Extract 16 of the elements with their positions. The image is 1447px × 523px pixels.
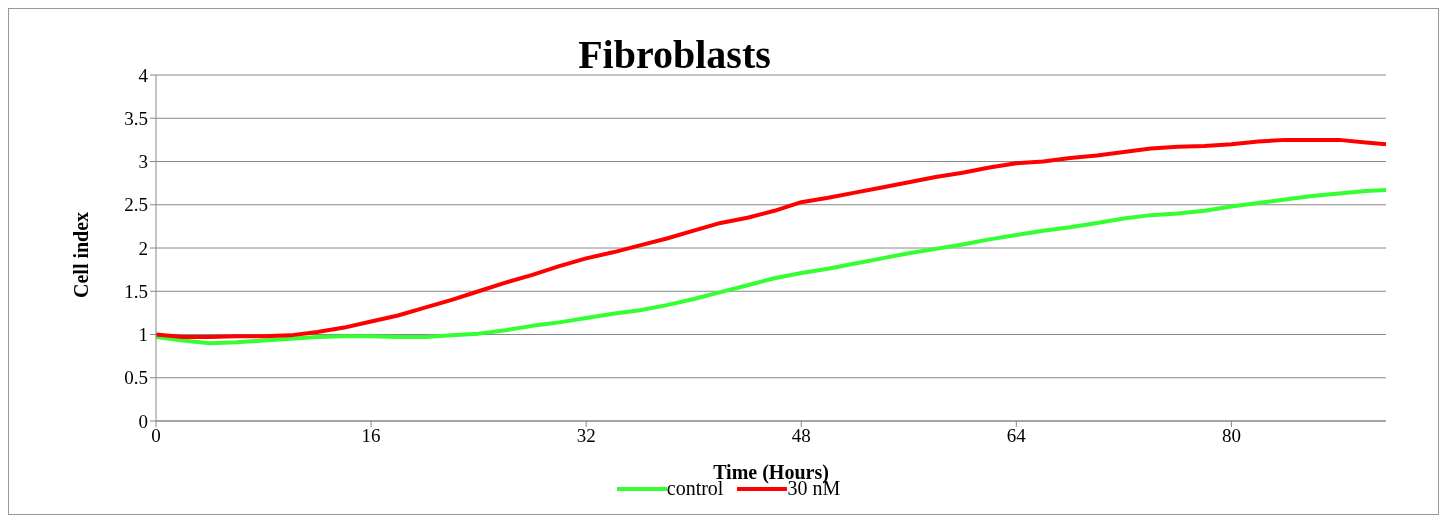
y-tick-label: 3.5 — [124, 108, 148, 129]
y-tick-label: 2 — [138, 237, 148, 259]
y-tick-label: 1 — [138, 324, 148, 346]
y-tick-label: 1.5 — [124, 280, 148, 302]
x-tick-label: 64 — [1006, 425, 1027, 447]
y-tick-label: 4 — [138, 64, 149, 86]
x-tick-label: 16 — [361, 425, 381, 447]
y-tick-label: 3 — [138, 151, 148, 173]
x-tick-label: 80 — [1221, 425, 1241, 447]
x-tick-label: 32 — [576, 425, 596, 447]
y-axis-title: Cell index — [70, 211, 93, 298]
x-tick-label: 48 — [791, 425, 811, 447]
y-tick-label: 0 — [138, 410, 148, 432]
chart-title: Fibroblasts — [578, 32, 771, 77]
y-tick-label: 0.5 — [124, 367, 148, 389]
y-tick-label: 2.5 — [124, 194, 148, 216]
